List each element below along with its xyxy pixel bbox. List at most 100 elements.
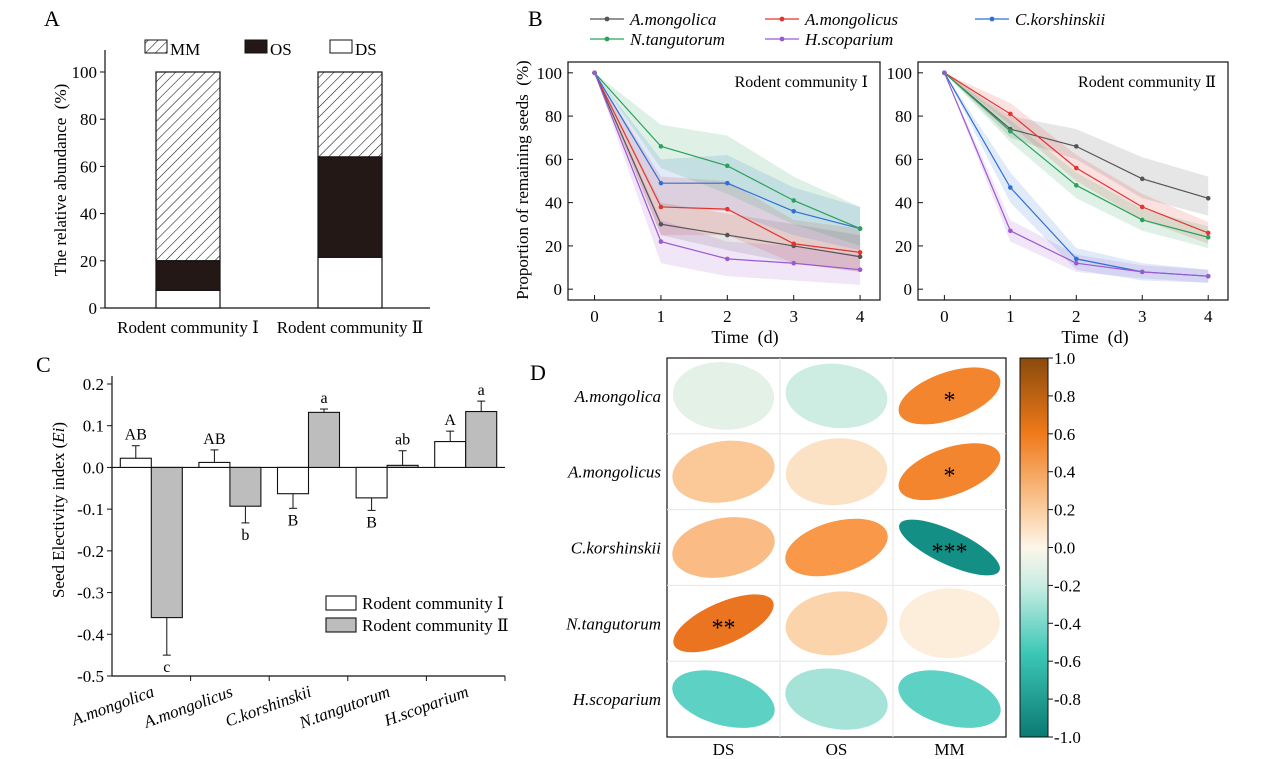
- data-point-c-korshinskii: [725, 180, 730, 186]
- data-point-h-scoparium: [942, 70, 947, 76]
- bar-rodent-community-n-tangutorum: [386, 464, 419, 468]
- data-point-a-mongolica: [1205, 196, 1211, 201]
- data-point-n-tangutorum: [791, 198, 797, 203]
- panel-b-legend: A.mongolica A.mongolicus C.korshinskii N.ta…: [590, 10, 1105, 49]
- y-tick-label: -0.1: [77, 500, 104, 519]
- correlation-ellipse: [785, 363, 888, 429]
- data-point-a-mongolica: [1139, 176, 1145, 182]
- legend-label-n-tangutorum: N.tangutorum: [629, 30, 725, 49]
- col-label: DS: [713, 740, 735, 759]
- x-tick-label: 1: [1006, 307, 1015, 326]
- row-label: C.korshinskii: [571, 539, 661, 558]
- y-tick-label: 40: [80, 205, 97, 224]
- significance-letter: A: [444, 412, 456, 429]
- significance-letter: AB: [125, 427, 147, 444]
- x-tick-label: Rodent community Ⅰ: [117, 318, 259, 337]
- panel-c-bar-chart: 0.2 0.1 0.0 -0.1 -0.2 -0.3 -0.4 -0.5A.mongolica…: [49, 375, 509, 733]
- significance-letter: a: [320, 390, 327, 407]
- data-point-h-scoparium: [1073, 260, 1079, 266]
- x-tick-label: A.mongolicus: [140, 682, 235, 732]
- colorbar-tick-label: -0.6: [1054, 652, 1081, 671]
- y-tick-label: -0.4: [77, 625, 104, 644]
- data-point-c-korshinskii: [1008, 185, 1013, 190]
- col-label: MM: [934, 740, 964, 759]
- data-point-c-korshinskii: [658, 180, 664, 186]
- data-point-a-mongolicus: [791, 241, 797, 247]
- data-point-a-mongolicus: [725, 206, 730, 212]
- significance-stars: ***: [932, 540, 968, 566]
- x-tick-label: A.mongolica: [68, 682, 157, 730]
- x-tick-label: 2: [723, 307, 732, 326]
- data-point-c-korshinskii: [1073, 256, 1079, 262]
- x-tick-label: 4: [856, 307, 865, 326]
- colorbar-tick-label: -1.0: [1054, 728, 1081, 747]
- row-label: N.tangutorum: [565, 614, 661, 633]
- data-point-a-mongolicus: [1205, 230, 1211, 236]
- data-point-n-tangutorum: [1008, 128, 1013, 134]
- data-point-n-tangutorum: [857, 226, 863, 231]
- col-label: OS: [826, 740, 848, 759]
- panel-d-colorbar: 1.0 0.8 0.6 0.4 0.2 0.0 -0.2 -0.4 -0.6 -0.8 -1.0: [1019, 349, 1081, 747]
- panel-d-grid: A.mongolica * A.mongolicus * C.korshinskii **…: [565, 357, 1007, 759]
- significance-letter: c: [163, 659, 170, 676]
- data-point-a-mongolicus: [1008, 111, 1013, 117]
- correlation-ellipse: [785, 438, 888, 506]
- row-label: A.mongolica: [574, 387, 661, 406]
- panel-b-subplot-community-2: 0 20 40 60 80 100 0 1 2 3 4 Rodent community Ⅱ: [887, 61, 1229, 326]
- colorbar-tick-label: 0.2: [1054, 501, 1075, 520]
- panel-d-correlation-heatmap: A.mongolica * A.mongolicus * C.korshinskii **…: [565, 349, 1081, 759]
- correlation-ellipse: [672, 440, 775, 503]
- legend-marker-c-korshinskii: [989, 16, 995, 22]
- bar-segment-mm: [317, 71, 383, 158]
- plot-frame: [917, 61, 1229, 301]
- data-point-a-mongolicus: [1139, 204, 1145, 210]
- data-point-h-scoparium: [1205, 273, 1211, 279]
- bar-segment-os: [155, 260, 221, 291]
- correlation-ellipse: [898, 367, 1001, 425]
- panel-label-c: C: [36, 352, 51, 377]
- y-tick-label: 0: [554, 280, 563, 299]
- x-tick-label: Rodent community Ⅱ: [277, 318, 424, 337]
- significance-letter: B: [288, 512, 299, 529]
- bar-rodent-community-a-mongolica: [150, 466, 183, 619]
- legend-swatch-os: [244, 39, 268, 54]
- y-tick-label: 0.1: [83, 417, 104, 436]
- y-tick-label: -0.5: [77, 667, 104, 686]
- y-tick-label: 80: [895, 107, 912, 126]
- colorbar-tick-label: 1.0: [1054, 349, 1075, 368]
- data-point-a-mongolicus: [857, 250, 863, 255]
- panel-b-x-axis-label-2: Time (d): [1061, 327, 1128, 348]
- correlation-ellipse: [899, 588, 1000, 659]
- data-point-h-scoparium: [1139, 269, 1145, 275]
- panel-label-d: D: [530, 360, 546, 385]
- panel-b-x-axis-label-1: Time (d): [711, 327, 778, 348]
- panel-c-bars: AB c AB b Ba Bab Aa: [119, 382, 498, 676]
- data-point-a-mongolica: [857, 254, 863, 260]
- y-tick-label: 80: [80, 110, 97, 129]
- data-point-h-scoparium: [658, 239, 664, 244]
- bar-rodent-community-c-korshinskii: [276, 466, 310, 495]
- legend-label-h-scoparium: H.scoparium: [804, 30, 893, 49]
- y-tick-label: 0: [89, 299, 98, 318]
- y-tick-label: 40: [545, 194, 562, 213]
- significance-letter: a: [478, 382, 485, 399]
- y-tick-label: 60: [545, 150, 562, 169]
- colorbar-tick-label: 0.8: [1054, 387, 1075, 406]
- x-tick-label: 2: [1072, 307, 1081, 326]
- significance-letter: b: [241, 527, 249, 544]
- colorbar-tick-label: -0.4: [1054, 614, 1081, 633]
- data-point-h-scoparium: [592, 70, 597, 76]
- legend-swatch-ds: [329, 39, 353, 54]
- bar-rodent-community-c-korshinskii: [307, 411, 341, 468]
- bar-segment-ds: [317, 256, 383, 309]
- y-tick-label: -0.3: [77, 584, 104, 603]
- subplot-title: Rodent community Ⅰ: [735, 74, 868, 91]
- data-point-a-mongolica: [725, 232, 730, 238]
- bar-segment-os: [317, 156, 383, 258]
- colorbar-gradient: [1019, 357, 1049, 738]
- correlation-ellipse: [899, 519, 1000, 576]
- x-tick-label: H.scoparium: [381, 682, 471, 730]
- legend-marker-n-tangutorum: [604, 36, 610, 42]
- x-tick-label: 0: [590, 307, 599, 326]
